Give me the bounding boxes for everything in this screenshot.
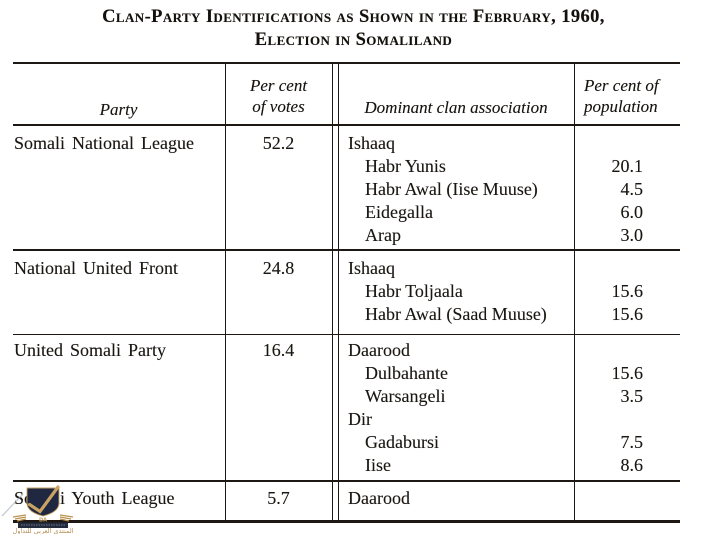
- table-bottom-rule: [13, 519, 680, 523]
- population-value: 6.0: [620, 202, 644, 222]
- votes-value: 24.8: [262, 258, 295, 278]
- table-title: Clan-Party Identifications as Shown in t…: [0, 6, 707, 52]
- clan-name: Habr Awal (Saad Muuse): [365, 304, 547, 324]
- votes-value: 52.2: [262, 133, 295, 153]
- watermark-monogram: DA: [39, 518, 47, 524]
- clan-name: Daarood: [348, 488, 410, 508]
- column-header-population-line2: population: [584, 97, 658, 116]
- table-top-rule: [13, 62, 680, 65]
- clan-name: Dulbahante: [365, 363, 448, 383]
- checkmark-icon: [27, 485, 60, 514]
- column-header-population: Per cent of population: [584, 75, 678, 117]
- table-title-line2: Election in Somaliland: [254, 30, 453, 50]
- header-bottom-rule: [13, 124, 680, 126]
- watermark-caption: المنتدى العربي للتداول: [12, 527, 73, 534]
- population-value: 20.1: [611, 156, 644, 176]
- clan-name: Iise: [365, 455, 391, 475]
- clan-row: Iise 8.6: [13, 454, 680, 477]
- clan-row: Habr Awal (Saad Muuse) 15.6: [13, 303, 680, 326]
- population-value: 15.6: [611, 304, 644, 324]
- clan-name: Warsangeli: [365, 386, 446, 406]
- clan-name: Habr Yunis: [365, 156, 446, 176]
- table-row-group-snl: Somali National League 52.2 Ishaaq Habr …: [13, 132, 680, 247]
- clan-name: Daarood: [348, 340, 410, 360]
- votes-value: 16.4: [262, 340, 295, 360]
- table-row-group-nuf: National United Front 24.8 Ishaaq Habr T…: [13, 257, 680, 326]
- votes-value: 5.7: [267, 488, 290, 508]
- clan-name: Dir: [348, 409, 372, 429]
- clan-name: Ishaaq: [348, 133, 395, 153]
- clan-row: Arap 3.0: [13, 224, 680, 247]
- clan-name: Ishaaq: [348, 258, 395, 278]
- table-title-line1: Clan-Party Identifications as Shown in t…: [102, 7, 605, 27]
- column-header-votes-line2: of votes: [252, 97, 305, 116]
- party-name: Somali National League: [14, 133, 194, 153]
- column-header-party: Party: [99, 100, 138, 119]
- clan-name: Habr Toljaala: [365, 281, 463, 301]
- watermark-banner: [18, 522, 68, 528]
- scan-artifact-line: [1, 493, 24, 517]
- row-divider-1: [13, 249, 680, 251]
- column-divider-2b: [337, 62, 339, 523]
- population-value: 3.0: [620, 225, 644, 245]
- column-divider-1: [224, 62, 226, 523]
- party-name: United Somali Party: [14, 340, 166, 360]
- population-value: 8.6: [620, 455, 644, 475]
- clan-row: Dulbahante 15.6: [13, 362, 680, 385]
- column-divider-3: [573, 62, 575, 523]
- population-value: 15.6: [611, 363, 644, 383]
- row-divider-3: [13, 480, 680, 482]
- clan-row: Habr Yunis 20.1: [13, 155, 680, 178]
- population-value: 7.5: [620, 432, 644, 452]
- row-divider-2: [13, 333, 680, 335]
- clan-name: Habr Awal (Iise Muuse): [365, 179, 538, 199]
- clan-row: Ishaaq: [13, 257, 680, 280]
- clan-name: Arap: [365, 225, 401, 245]
- population-value: 15.6: [611, 281, 644, 301]
- clan-row: Warsangeli 3.5: [13, 385, 680, 408]
- column-header-votes: Per cent of votes: [226, 75, 331, 117]
- clan-name: Gadabursi: [365, 432, 439, 452]
- clan-name: Eidegalla: [365, 202, 433, 222]
- clan-row: Dir: [13, 408, 680, 431]
- watermark-logo: DA المنتدى العربي للتداول: [1, 485, 74, 534]
- clan-row: Eidegalla 6.0: [13, 201, 680, 224]
- population-value: 3.5: [620, 386, 644, 406]
- column-header-clan: Dominant clan association: [364, 98, 548, 117]
- column-divider-2a: [331, 62, 333, 523]
- column-header-population-line1: Per cent of: [584, 76, 659, 95]
- clan-row: Habr Toljaala 15.6: [13, 280, 680, 303]
- clan-row: Ishaaq: [13, 132, 680, 155]
- clan-row: Daarood: [13, 339, 680, 362]
- wing-icon: [12, 514, 74, 522]
- clan-row: Daarood: [13, 487, 680, 510]
- clan-row: Gadabursi 7.5: [13, 431, 680, 454]
- population-value: 4.5: [620, 179, 644, 199]
- table-row-group-syl: Somali Youth League 5.7 Daarood: [13, 487, 680, 510]
- column-header-votes-line1: Per cent: [249, 76, 308, 95]
- clan-row: Habr Awal (Iise Muuse) 4.5: [13, 178, 680, 201]
- table-row-group-usp: United Somali Party 16.4 Daarood Dulbaha…: [13, 339, 680, 477]
- party-name: National United Front: [14, 258, 178, 278]
